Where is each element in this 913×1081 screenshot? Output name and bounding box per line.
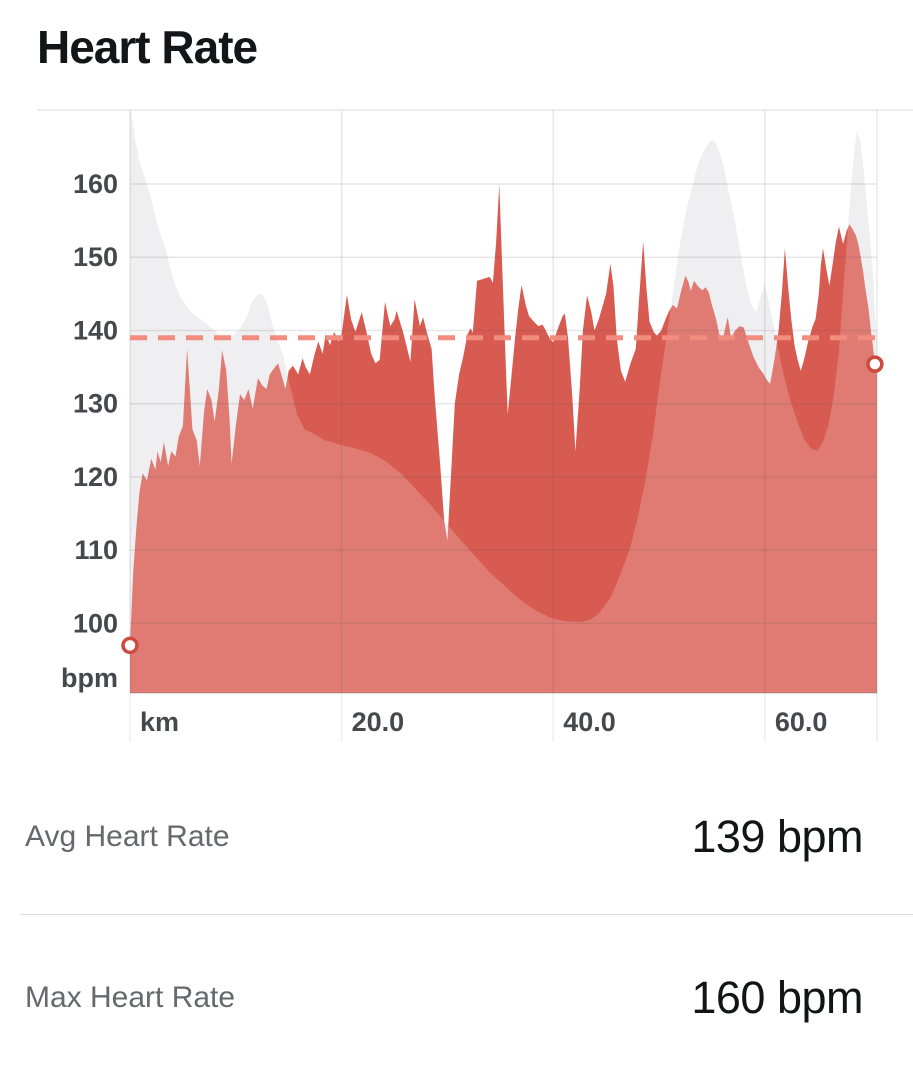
max-heart-rate-value: 160 bpm [691,972,863,1023]
y-axis-tick-label: 110 [74,535,118,565]
y-axis-tick-label: 120 [73,462,118,492]
avg-heart-rate-value: 139 bpm [691,811,863,862]
max-heart-rate-row: Max Heart Rate 160 bpm [0,915,913,1081]
max-heart-rate-label: Max Heart Rate [25,981,236,1014]
x-axis-tick-label: 40.0 [563,707,616,737]
y-axis-tick-label: 150 [73,242,118,272]
x-axis-tick-label: 20.0 [352,707,405,737]
page-title: Heart Rate [37,21,258,73]
stats-list: Avg Heart Rate 139 bpm Max Heart Rate 16… [0,760,913,1081]
avg-heart-rate-row: Avg Heart Rate 139 bpm [0,760,913,914]
y-axis-tick-label: 100 [73,608,118,638]
avg-heart-rate-label: Avg Heart Rate [25,820,230,853]
y-axis-tick-label: 140 [73,315,118,345]
y-axis-unit-label: bpm [61,663,118,693]
x-axis-tick-label: 60.0 [775,707,828,737]
y-axis-tick-label: 160 [73,169,118,199]
x-axis-tick-label: km [140,707,179,737]
divider [20,914,913,915]
heart-rate-chart[interactable]: 160 150 140 130 120 110 100 bpm km 20.0 40.0 60.0 [0,0,913,760]
y-axis-tick-label: 130 [73,389,118,419]
heart-rate-area [130,184,877,693]
start-point-marker [121,636,139,655]
end-point-marker [866,355,884,373]
elevation-overlay [130,110,877,693]
